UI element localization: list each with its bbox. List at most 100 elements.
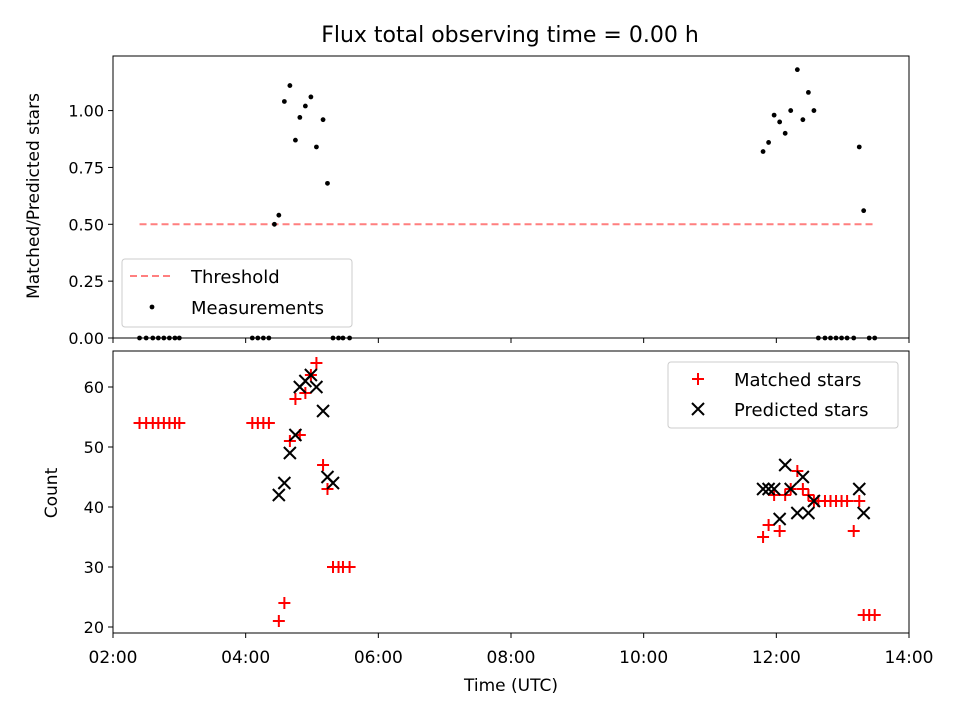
measurement-point <box>325 180 330 186</box>
predicted-star-point <box>801 506 816 520</box>
measurement-point <box>272 221 277 227</box>
measurement-point <box>828 335 833 341</box>
predicted-star-point <box>856 506 871 520</box>
count-y-tick-label: 20 <box>84 618 104 637</box>
ratio-y-tick-label: 0.50 <box>68 215 104 234</box>
measurement-point <box>861 208 867 214</box>
x-tick-label: 10:00 <box>619 648 668 668</box>
matched-star-point <box>796 483 809 495</box>
predicted-star-point <box>288 428 303 442</box>
x-axis-label: Time (UTC) <box>463 676 558 696</box>
measurement-point <box>771 112 777 118</box>
measurement-point <box>794 67 800 73</box>
ratio-y-tick-label: 0.00 <box>68 329 104 348</box>
measurement-point <box>276 212 282 218</box>
measurement-point <box>777 119 783 125</box>
measurement-point <box>287 83 293 88</box>
predicted-star-point <box>783 482 798 496</box>
measurement-point <box>166 335 172 341</box>
predicted-star-point <box>767 482 781 496</box>
matched-star-point <box>757 531 770 543</box>
matched-star-point <box>773 525 786 537</box>
measurement-point <box>150 335 156 341</box>
matched-star-point <box>289 393 302 405</box>
predicted-star-point <box>778 458 792 472</box>
ratio-y-tick-label: 1.00 <box>68 102 104 121</box>
measurement-point <box>839 335 844 341</box>
legend-predicted-label: Predicted stars <box>734 400 868 421</box>
predicted-star-point <box>756 482 770 496</box>
matched-star-point <box>310 357 323 369</box>
measurement-point <box>297 115 303 120</box>
measurement-point <box>760 149 766 154</box>
matched-star-point <box>343 561 356 573</box>
legend-predicted-swatch <box>691 402 705 416</box>
x-tick-label: 04:00 <box>221 648 270 668</box>
predicted-star-point <box>309 380 324 394</box>
ratio-y-axis-label: Matched/Predicted stars <box>24 93 44 299</box>
measurement-point <box>811 108 817 113</box>
measurement-point <box>872 335 878 341</box>
ratio-legend-box <box>121 258 353 328</box>
matched-star-point <box>853 495 866 507</box>
measurement-point <box>281 99 287 104</box>
measurement-point <box>866 335 872 341</box>
count-y-tick-label: 30 <box>84 558 104 577</box>
count-legend-box <box>667 361 899 429</box>
count-plot-area: 20 30 40 50 60 02:00 04:00 06:00 08:00 10:00 12:00… <box>84 350 934 668</box>
measurement-point <box>320 117 326 123</box>
predicted-star-point <box>807 494 821 508</box>
measurement-point <box>302 103 308 109</box>
measurement-point <box>161 335 167 341</box>
matched-star-point <box>847 525 860 537</box>
matched-star-point <box>173 417 186 429</box>
count-y-axis-label: Count <box>42 467 62 518</box>
measurement-point <box>844 335 850 341</box>
measurement-point <box>308 94 314 100</box>
predicted-star-point <box>283 446 297 460</box>
measurement-point <box>176 335 182 341</box>
measurement-point <box>172 335 178 341</box>
predicted-star-point <box>316 404 330 418</box>
predicted-star-point <box>326 476 340 490</box>
ratio-plot-area: 0.00 0.25 0.50 0.75 1.00 <box>68 55 910 348</box>
measurement-point <box>266 335 272 341</box>
measurement-point <box>143 335 149 341</box>
measurement-point <box>805 89 811 95</box>
matched-star-point <box>317 459 330 471</box>
measurement-point <box>822 335 828 341</box>
count-y-tick-label: 40 <box>84 498 104 517</box>
predicted-star-point <box>790 506 805 520</box>
measurement-point <box>800 117 806 123</box>
legend-measurements-label: Measurements <box>191 298 324 319</box>
x-tick-label: 06:00 <box>354 648 403 668</box>
measurement-point <box>260 335 266 341</box>
predicted-star-point <box>272 488 286 502</box>
measurement-point <box>330 335 336 341</box>
measurement-point <box>155 335 161 341</box>
count-legend: Matched stars Predicted stars <box>667 361 899 429</box>
predicted-star-point <box>772 512 787 526</box>
count-y-tick-label: 50 <box>84 438 104 457</box>
ratio-panel: Flux total observing time = 0.00 h Match… <box>24 23 910 348</box>
ratio-y-tick-label: 0.75 <box>68 158 104 177</box>
predicted-star-point <box>304 368 318 382</box>
predicted-star-point <box>796 470 810 484</box>
measurement-point <box>314 144 319 150</box>
measurement-point <box>856 144 862 150</box>
matched-star-point <box>278 597 291 609</box>
measurement-point <box>815 335 821 341</box>
x-tick-label: 14:00 <box>885 648 934 668</box>
ratio-legend: Threshold Measurements <box>121 258 353 328</box>
predicted-star-point <box>852 482 866 496</box>
x-tick-label: 08:00 <box>487 648 536 668</box>
matched-star-point <box>272 615 285 627</box>
count-y-tick-label: 60 <box>84 378 104 397</box>
legend-threshold-label: Threshold <box>190 267 280 288</box>
measurement-point <box>249 335 255 341</box>
chart-title: Flux total observing time = 0.00 h <box>321 23 699 48</box>
matched-star-point <box>841 495 854 507</box>
matched-star-point <box>762 519 775 531</box>
